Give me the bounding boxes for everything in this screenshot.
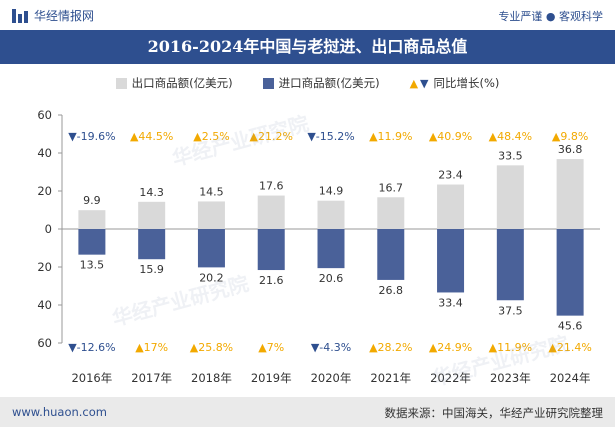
top-bar: 华经情报网 专业严谨 ● 客观科学 (0, 0, 615, 30)
export-growth-label: ▼-15.2% (307, 130, 354, 143)
import-bar (556, 229, 584, 316)
triangle-up-icon: ▲ (409, 76, 419, 90)
footer-source: 数据来源：中国海关，华经产业研究院整理 (384, 406, 604, 420)
import-bar (78, 229, 106, 255)
y-tick-label: 60 (37, 108, 52, 122)
y-tick-label: 0 (45, 222, 52, 236)
export-value-label: 14.5 (199, 185, 224, 198)
export-bar (377, 197, 405, 229)
legend-export: 出口商品额(亿美元) (115, 75, 233, 91)
export-bar (257, 195, 285, 229)
import-value-label: 13.5 (80, 259, 105, 272)
x-tick-label: 2016年 (71, 371, 112, 385)
y-tick-label: 60 (37, 336, 52, 350)
export-bar (556, 159, 584, 229)
export-growth-label: ▲48.4% (489, 130, 532, 143)
import-growth-label: ▼-4.3% (311, 341, 351, 354)
export-growth-label: ▲11.9% (369, 130, 412, 143)
export-value-label: 33.5 (498, 149, 523, 162)
triangle-down-icon: ▼ (420, 76, 429, 90)
y-tick-label: 20 (37, 260, 52, 274)
legend-growth: ▲ ▼ 同比增长(%) (410, 75, 500, 91)
x-tick-label: 2020年 (311, 371, 352, 385)
import-value-label: 37.5 (498, 304, 523, 317)
brand[interactable]: 华经情报网 (12, 7, 94, 24)
legend-import-label: 进口商品额(亿美元) (278, 76, 380, 90)
import-value-label: 45.6 (558, 320, 583, 333)
export-growth-label: ▲2.5% (193, 130, 229, 143)
import-bar (138, 229, 166, 260)
chart-legend: 出口商品额(亿美元) 进口商品额(亿美元) ▲ ▼ 同比增长(%) (0, 70, 615, 96)
legend-growth-label: 同比增长(%) (433, 76, 500, 90)
import-growth-label: ▲21.4% (548, 341, 591, 354)
x-tick-label: 2024年 (550, 371, 591, 385)
import-value-label: 33.4 (438, 296, 463, 309)
export-value-label: 9.9 (83, 194, 101, 207)
export-bar (197, 201, 225, 229)
export-value-label: 16.7 (379, 181, 404, 194)
export-value-label: 36.8 (558, 143, 583, 156)
export-value-label: 17.6 (259, 180, 284, 193)
legend-export-label: 出口商品额(亿美元) (131, 76, 233, 90)
export-bar (437, 184, 465, 229)
x-tick-label: 2019年 (251, 371, 292, 385)
import-growth-label: ▲25.8% (190, 341, 233, 354)
import-growth-label: ▲24.9% (429, 341, 472, 354)
import-growth-label: ▲11.9% (489, 341, 532, 354)
x-tick-label: 2018年 (191, 371, 232, 385)
export-growth-label: ▲9.8% (552, 130, 588, 143)
x-tick-label: 2022年 (430, 371, 471, 385)
import-value-label: 20.2 (199, 271, 224, 284)
import-bar (257, 229, 285, 271)
brand-name: 华经情报网 (34, 9, 95, 23)
import-bar (437, 229, 465, 293)
x-tick-label: 2021年 (370, 371, 411, 385)
footer-url[interactable]: www.huaon.com (12, 405, 107, 419)
import-growth-label: ▲28.2% (369, 341, 412, 354)
export-growth-label: ▲40.9% (429, 130, 472, 143)
export-bar (317, 200, 345, 229)
import-value-label: 21.6 (259, 274, 284, 287)
export-growth-label: ▼-19.6% (68, 130, 115, 143)
legend-import: 进口商品额(亿美元) (262, 75, 380, 91)
legend-import-swatch (262, 77, 274, 89)
import-bar (496, 229, 524, 301)
legend-export-swatch (115, 77, 127, 89)
import-value-label: 15.9 (139, 263, 164, 276)
export-bar (496, 165, 524, 229)
import-value-label: 26.8 (379, 284, 404, 297)
import-growth-label: ▼-12.6% (68, 341, 115, 354)
x-tick-label: 2017年 (131, 371, 172, 385)
export-value-label: 14.3 (139, 186, 164, 199)
export-growth-label: ▲21.2% (250, 130, 293, 143)
y-tick-label: 40 (37, 146, 52, 160)
brand-logo-icon (12, 8, 28, 23)
footer: www.huaon.com 数据来源：中国海关，华经产业研究院整理 (0, 397, 615, 427)
import-bar (317, 229, 345, 269)
import-growth-label: ▲7% (258, 341, 284, 354)
export-value-label: 23.4 (438, 169, 463, 182)
import-value-label: 20.6 (319, 272, 344, 285)
chart-title: 2016-2024年中国与老挝进、出口商品总值 (147, 37, 468, 56)
import-bar (197, 229, 225, 268)
export-bar (78, 210, 106, 229)
title-bar: 2016-2024年中国与老挝进、出口商品总值 (0, 30, 615, 64)
bar-chart: 60 40 20 0 20 40 60 9.9 13.5 2016年 ▼-19.6% ▼-12.6% 1… (37, 108, 600, 385)
export-growth-label: ▲44.5% (130, 130, 173, 143)
export-bar (138, 201, 166, 229)
y-tick-label: 40 (37, 298, 52, 312)
y-tick-label: 20 (37, 184, 52, 198)
export-value-label: 14.9 (319, 185, 344, 198)
x-tick-label: 2023年 (490, 371, 531, 385)
tagline: 专业严谨 ● 客观科学 (498, 10, 603, 23)
import-growth-label: ▲17% (135, 341, 168, 354)
import-bar (377, 229, 405, 280)
